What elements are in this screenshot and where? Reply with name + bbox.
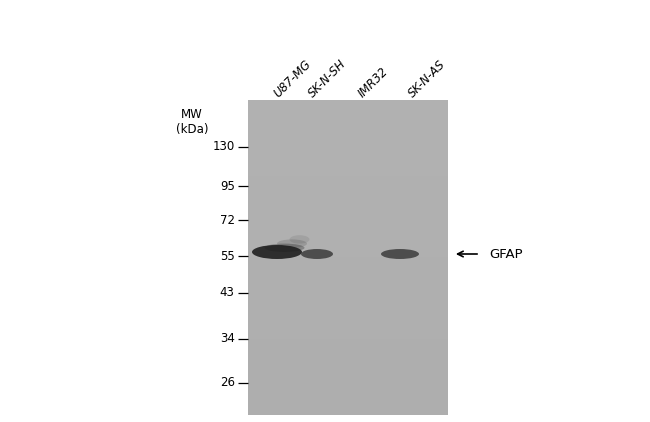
Text: U87-MG: U87-MG	[271, 57, 313, 100]
Ellipse shape	[252, 245, 302, 259]
Text: SK-N-SH: SK-N-SH	[306, 57, 349, 100]
Text: 26: 26	[220, 376, 235, 390]
Text: 34: 34	[220, 333, 235, 346]
Text: IMR32: IMR32	[356, 65, 391, 100]
Ellipse shape	[381, 249, 419, 259]
Ellipse shape	[277, 239, 307, 248]
Text: 130: 130	[213, 141, 235, 154]
Text: 43: 43	[220, 287, 235, 300]
Text: MW
(kDa): MW (kDa)	[176, 108, 208, 136]
Ellipse shape	[301, 249, 333, 259]
Text: 95: 95	[220, 179, 235, 192]
Text: SK-N-AS: SK-N-AS	[406, 58, 448, 100]
Ellipse shape	[265, 243, 304, 252]
Text: GFAP: GFAP	[489, 247, 523, 260]
Ellipse shape	[289, 235, 309, 243]
Text: 55: 55	[220, 249, 235, 262]
Text: 72: 72	[220, 214, 235, 227]
